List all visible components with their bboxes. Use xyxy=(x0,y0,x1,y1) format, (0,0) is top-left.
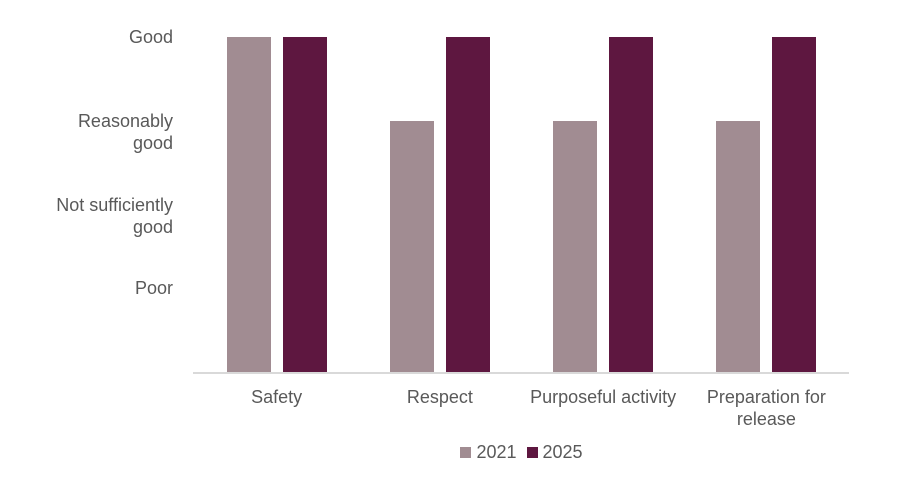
legend-swatch-2025 xyxy=(526,446,538,458)
x-axis-label-safety: Safety xyxy=(251,387,303,407)
x-axis-label-purposeful-activity: Purposeful activity xyxy=(530,387,677,407)
y-axis-label-good: Good xyxy=(128,27,173,47)
y-axis-label-poor: Poor xyxy=(134,278,173,299)
legend-item-2025: 2025 xyxy=(526,441,583,463)
x-axis-label-preparation-for-release: Preparation for release xyxy=(706,387,826,429)
x-axis-labels: Safety Respect Purposeful activity Preparat… xyxy=(195,386,848,436)
y-axis-labels: Good Reasonably good Not sufficiently good… xyxy=(0,27,173,372)
y-axis-label-not-sufficiently-good: Not sufficiently good xyxy=(56,194,173,237)
bar-2021-preparation-for-release xyxy=(716,121,761,372)
bar-2025-preparation-for-release xyxy=(772,37,817,372)
bar-2025-safety xyxy=(282,37,327,372)
legend-label-2021: 2021 xyxy=(476,441,517,462)
y-axis-label-reasonably-good: Reasonably good xyxy=(77,110,173,153)
legend-swatch-2021 xyxy=(460,446,472,458)
x-axis-line xyxy=(193,372,849,374)
bar-2021-purposeful-activity xyxy=(553,121,598,372)
bar-2021-safety xyxy=(226,37,271,372)
bar-2025-respect xyxy=(445,37,490,372)
legend-item-2021: 2021 xyxy=(460,441,517,463)
bar-2025-purposeful-activity xyxy=(609,37,654,372)
bar-2021-respect xyxy=(389,121,434,372)
legend: 2021 2025 xyxy=(195,441,848,463)
plot-area xyxy=(195,37,848,372)
legend-label-2025: 2025 xyxy=(542,441,583,462)
x-axis-label-respect: Respect xyxy=(406,387,473,407)
